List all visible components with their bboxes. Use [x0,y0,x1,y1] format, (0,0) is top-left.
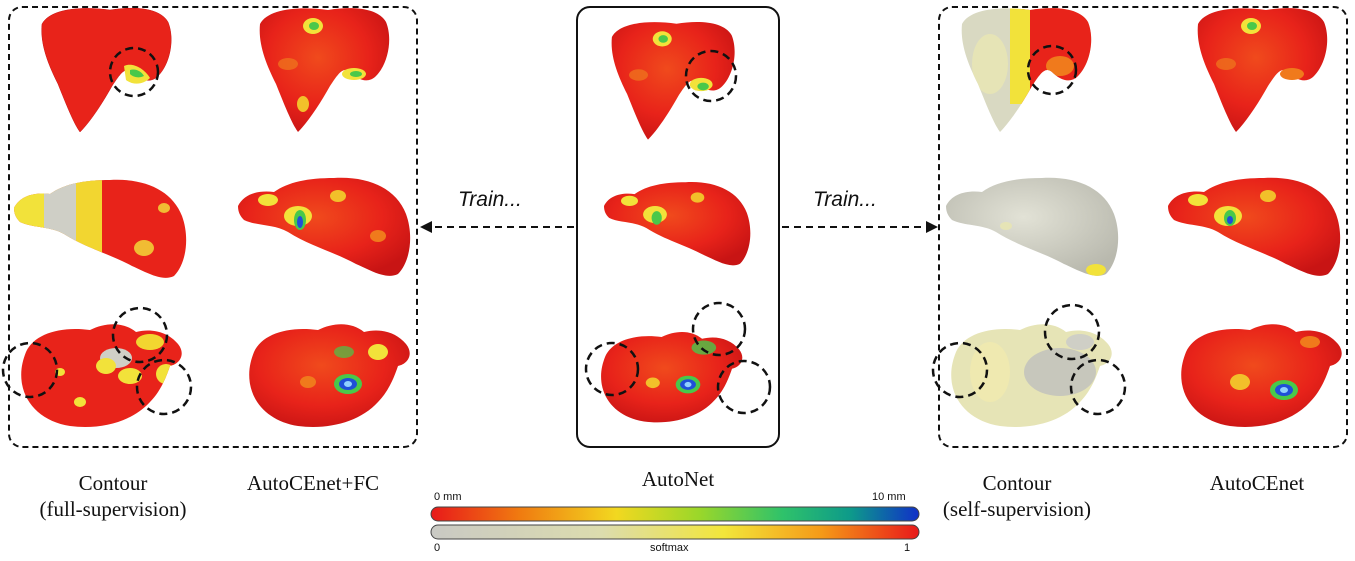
liver-left-autocenet-fc-front [259,8,390,132]
train-label-left: Train... [458,188,522,211]
caption-contour-full: Contour (full-supervision) [18,470,208,522]
liver-right-autocenet-bottom [1181,324,1342,427]
colorbar-softmax-min: 0 [434,542,441,554]
colorbar-softmax-max: 1 [904,542,911,554]
focus-circle-icon [135,358,193,416]
center-panel [576,6,780,448]
caption-autocenet-fc: AutoCEnet+FC [246,471,380,495]
focus-circle-icon [931,341,989,399]
colorbar-distance-max: 10 mm [872,491,906,503]
liver-right-contour-side [946,177,1119,276]
liver-right-contour-bottom [951,324,1112,427]
focus-circle-icon [584,341,640,397]
right-panel [938,6,1348,448]
liver-left-autocenet-fc-side [238,177,411,276]
colorbar-softmax-label: softmax [650,542,689,554]
liver-autonet-bottom [601,331,743,423]
focus-circle-icon [1,341,59,399]
colorbar-distance [430,506,920,522]
liver-right-contour-front [961,8,1092,132]
liver-left-contour-side [14,179,187,278]
focus-circle-icon [1069,358,1127,416]
focus-circle-icon [691,301,747,357]
focus-circle-icon [111,306,169,364]
caption-line: Contour [982,471,1052,495]
train-arrow-left [420,221,574,233]
caption-contour-self: Contour (self-supervision) [932,470,1102,522]
liver-right-autocenet-front [1197,8,1328,132]
caption-autonet: AutoNet [641,467,715,491]
caption-line: Contour [78,471,148,495]
train-label-right: Train... [813,188,877,211]
liver-left-contour-front [41,7,172,133]
left-panel [8,6,418,448]
colorbar-softmax [430,524,920,540]
liver-autonet-front [611,21,735,140]
focus-circle-icon [716,359,772,415]
liver-left-contour-bottom [21,324,182,427]
colorbar-distance-min: 0 mm [434,491,462,503]
caption-line: (self-supervision) [942,497,1092,521]
liver-left-autocenet-fc-bottom [249,324,410,427]
focus-circle-icon [1043,303,1101,361]
liver-right-autocenet-side [1168,177,1341,276]
train-arrow-right [782,221,938,233]
caption-line: (full-supervision) [39,497,187,521]
focus-circle-icon [684,49,738,103]
caption-autocenet: AutoCEnet [1209,471,1305,495]
liver-autonet-side [604,182,751,266]
